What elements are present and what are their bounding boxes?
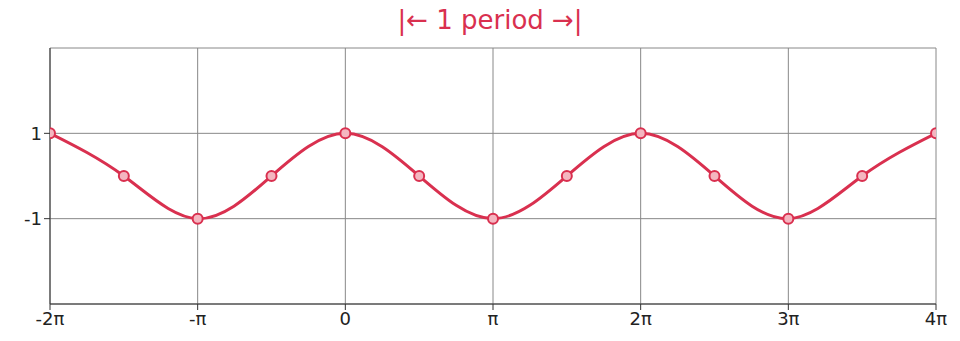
svg-text:2π: 2π	[630, 308, 652, 329]
svg-text:1: 1	[31, 123, 42, 144]
svg-text:π: π	[488, 308, 499, 329]
svg-text:-2π: -2π	[36, 308, 65, 329]
html-text:|← 1 period →|: |← 1 period →|	[397, 5, 583, 35]
svg-text:-1: -1	[24, 208, 42, 229]
svg-text:-π: -π	[189, 308, 206, 329]
svg-text:3π: 3π	[777, 308, 799, 329]
svg-text:0: 0	[340, 308, 351, 329]
svg-text:4π: 4π	[925, 308, 947, 329]
